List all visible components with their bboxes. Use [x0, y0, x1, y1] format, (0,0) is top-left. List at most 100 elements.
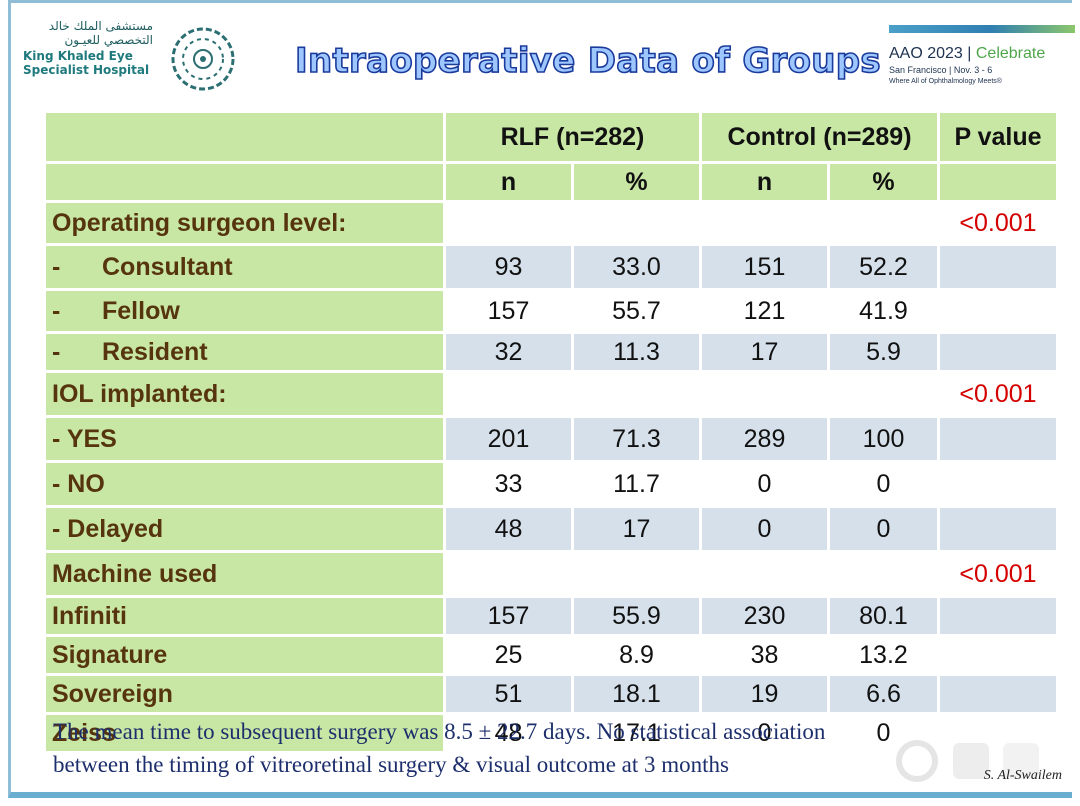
p-value-cell — [940, 715, 1056, 751]
rlf-n-cell — [446, 553, 571, 595]
watermark-icon — [896, 740, 1039, 782]
aao-location: San Francisco | Nov. 3 - 6 — [889, 65, 993, 75]
control-pct-cell — [830, 203, 937, 243]
table-row: - Delayed 48 17 0 0 — [46, 508, 1056, 550]
row-label: Sovereign — [46, 676, 443, 712]
control-n-cell: 0 — [702, 715, 827, 751]
control-pct-cell: 0 — [830, 508, 937, 550]
table-row: - YES 201 71.3 289 100 — [46, 418, 1056, 460]
aao-2023-logo: AAO 2023 | Celebrate San Francisco | Nov… — [889, 25, 1075, 85]
control-n-cell: 0 — [702, 463, 827, 505]
row-label: Signature — [46, 637, 443, 673]
control-pct-cell — [830, 373, 937, 415]
control-n-cell: 0 — [702, 508, 827, 550]
table-row: - Resident 32 11.3 17 5.9 — [46, 334, 1056, 370]
rlf-n-cell: 157 — [446, 598, 571, 634]
table-row: IOL implanted: <0.001 — [46, 373, 1056, 415]
rlf-pct-cell — [574, 203, 699, 243]
rlf-pct-header: % — [574, 164, 699, 200]
control-n-cell — [702, 203, 827, 243]
p-subheader-blank — [940, 164, 1056, 200]
logo-arabic-line1: مستشفى الملك خالد — [48, 19, 153, 33]
rlf-pct-cell: 11.7 — [574, 463, 699, 505]
table-row: Sovereign 51 18.1 19 6.6 — [46, 676, 1056, 712]
rlf-n-cell: 201 — [446, 418, 571, 460]
row-label: - Consultant — [46, 246, 443, 288]
rlf-n-cell: 157 — [446, 291, 571, 331]
row-label: Operating surgeon level: — [46, 203, 443, 243]
rlf-n-cell: 48 — [446, 715, 571, 751]
control-n-cell: 17 — [702, 334, 827, 370]
control-pct-cell: 52.2 — [830, 246, 937, 288]
logo-english-line1: King Khaled Eye — [23, 49, 133, 63]
aao-color-bar — [889, 25, 1075, 33]
rlf-pct-cell: 71.3 — [574, 418, 699, 460]
aao-main-text: AAO 2023 — [889, 45, 963, 62]
row-label: - Resident — [46, 334, 443, 370]
control-pct-cell — [830, 553, 937, 595]
row-label: Machine used — [46, 553, 443, 595]
logo-arabic-line2: التخصصي للعيـون — [64, 33, 153, 47]
control-group-header: Control (n=289) — [702, 113, 937, 161]
control-pct-cell: 0 — [830, 463, 937, 505]
logo-english-line2: Specialist Hospital — [23, 63, 150, 77]
control-n-cell — [702, 553, 827, 595]
p-value-cell — [940, 334, 1056, 370]
p-value-cell — [940, 418, 1056, 460]
control-pct-cell: 41.9 — [830, 291, 937, 331]
rlf-n-cell: 25 — [446, 637, 571, 673]
control-pct-cell: 6.6 — [830, 676, 937, 712]
author-signature: S. Al-Swailem — [983, 768, 1062, 783]
p-value-cell — [940, 463, 1056, 505]
rlf-pct-cell — [574, 373, 699, 415]
rlf-pct-cell: 18.1 — [574, 676, 699, 712]
aao-tagline: Where All of Ophthalmology Meets® — [889, 78, 1002, 85]
rlf-pct-cell — [574, 553, 699, 595]
footer-line2: between the timing of vitreoretinal surg… — [53, 752, 730, 777]
p-value-header: P value — [940, 113, 1056, 161]
control-n-cell: 19 — [702, 676, 827, 712]
table-row: - NO 33 11.7 0 0 — [46, 463, 1056, 505]
rlf-pct-cell: 17.1 — [574, 715, 699, 751]
control-n-cell: 151 — [702, 246, 827, 288]
control-pct-header: % — [830, 164, 937, 200]
group-header-row: RLF (n=282) Control (n=289) P value — [46, 113, 1056, 161]
table-row: Machine used <0.001 — [46, 553, 1056, 595]
rlf-pct-cell: 17 — [574, 508, 699, 550]
p-value-cell: <0.001 — [940, 203, 1056, 243]
table-row: - Fellow 157 55.7 121 41.9 — [46, 291, 1056, 331]
slide-title: Intraoperative Data of Groups — [294, 40, 881, 82]
p-value-cell — [940, 508, 1056, 550]
slide: مستشفى الملك خالد التخصصي للعيـون King K… — [8, 0, 1075, 798]
rlf-n-cell: 93 — [446, 246, 571, 288]
row-label: IOL implanted: — [46, 373, 443, 415]
table-row: Zeiss 48 17.1 0 0 — [46, 715, 1056, 751]
table-row: - Consultant 93 33.0 151 52.2 — [46, 246, 1056, 288]
rlf-n-cell: 48 — [446, 508, 571, 550]
hospital-logo: مستشفى الملك خالد التخصصي للعيـون King K… — [23, 19, 243, 99]
control-n-cell: 38 — [702, 637, 827, 673]
p-value-cell — [940, 291, 1056, 331]
control-n-cell: 121 — [702, 291, 827, 331]
row-label: - YES — [46, 418, 443, 460]
p-value-cell: <0.001 — [940, 553, 1056, 595]
control-n-cell: 230 — [702, 598, 827, 634]
table-row: Signature 25 8.9 38 13.2 — [46, 637, 1056, 673]
rlf-group-header: RLF (n=282) — [446, 113, 699, 161]
control-pct-cell: 100 — [830, 418, 937, 460]
row-label: - Fellow — [46, 291, 443, 331]
hospital-emblem-icon — [171, 27, 235, 91]
rlf-n-cell — [446, 203, 571, 243]
footer-line1: The mean time to subsequent surgery was … — [53, 719, 826, 744]
control-pct-cell: 13.2 — [830, 637, 937, 673]
rlf-n-cell: 32 — [446, 334, 571, 370]
control-pct-cell: 80.1 — [830, 598, 937, 634]
rlf-pct-cell: 55.9 — [574, 598, 699, 634]
p-value-cell — [940, 598, 1056, 634]
control-pct-cell: 0 — [830, 715, 937, 751]
footer-note: The mean time to subsequent surgery was … — [53, 715, 1033, 781]
rlf-n-cell — [446, 373, 571, 415]
subheader-blank — [46, 164, 443, 200]
row-label: Zeiss — [46, 715, 443, 751]
rlf-pct-cell: 8.9 — [574, 637, 699, 673]
